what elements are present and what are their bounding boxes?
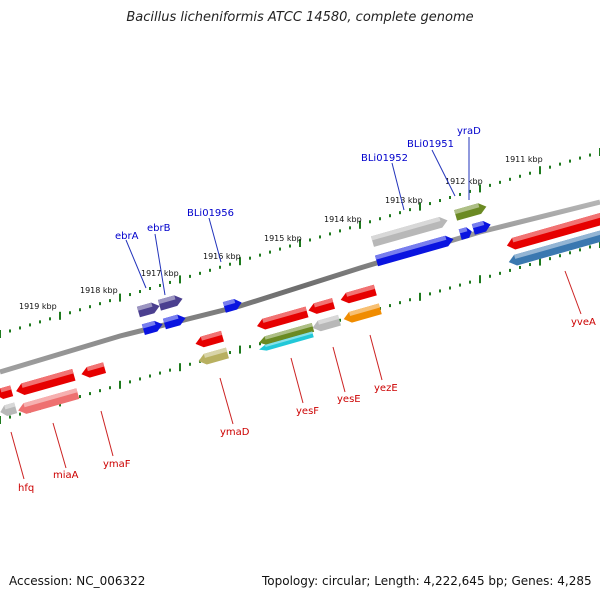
- gene-label-miaA: miaA: [53, 470, 79, 481]
- gene-label-BLi01952: BLi01952: [361, 153, 408, 164]
- gene-arrow-highlight: [375, 235, 447, 260]
- accession-text: Accession: NC_006322: [9, 574, 146, 588]
- gene-label-yveA: yveA: [571, 317, 596, 328]
- gene-arrow-highlight: [200, 330, 223, 341]
- map-title: Bacillus licheniformis ATCC 14580, compl…: [126, 10, 474, 25]
- upper-tick-rail: [0, 148, 600, 338]
- gene-arrow-highlight: [141, 320, 156, 329]
- lower-leader-lines: [10, 270, 582, 480]
- gene-yezE-red[interactable]: [339, 284, 377, 305]
- gene-arrow-highlight: [162, 314, 179, 323]
- gene-label-ebrB: ebrB: [147, 223, 171, 234]
- gene-label-ebrA: ebrA: [115, 231, 139, 242]
- lower-gene-labels: yveA yezE yesE yesF ymaD ymaF miaA hfq: [18, 317, 596, 494]
- gene-label-ymaF: ymaF: [103, 459, 131, 470]
- gene-yveA-red[interactable]: [505, 212, 600, 252]
- kbp-labels: 1911 kbp 1912 kbp 1913 kbp 1914 kbp 1915…: [19, 155, 543, 311]
- kbp-label: 1915 kbp: [264, 234, 302, 243]
- gene-label-ymaD: ymaD: [220, 427, 250, 438]
- gene-label-yraD: yraD: [457, 126, 481, 137]
- gene-hfq-red[interactable]: [0, 385, 14, 401]
- kbp-label: 1917 kbp: [141, 269, 179, 278]
- gene-arrow-highlight: [203, 347, 228, 358]
- gene-arrow-highlight: [348, 303, 380, 317]
- gene-arrow-highlight: [511, 212, 600, 243]
- gene-yraD[interactable]: [454, 201, 488, 221]
- gene-arrow-highlight: [136, 302, 153, 311]
- genome-summary-text: Topology: circular; Length: 4,222,645 bp…: [262, 574, 592, 588]
- kbp-label: 1916 kbp: [203, 252, 241, 261]
- gene-arrow-highlight: [345, 284, 375, 297]
- gene-arrow-highlight: [86, 362, 105, 372]
- gene-arrow-highlight: [370, 216, 441, 241]
- gene-arrow-highlight: [313, 298, 334, 308]
- gene-BLi01956[interactable]: [222, 297, 243, 313]
- gene-ymaF[interactable]: [80, 362, 107, 379]
- gene-BLi01951-a[interactable]: [458, 226, 474, 240]
- gene-arrow-highlight: [157, 295, 176, 305]
- gene-BLi01952-grey[interactable]: [370, 215, 449, 247]
- upper-gene-labels: yraD BLi01951 BLi01952 BLi01956 ebrB ebr…: [115, 126, 481, 242]
- gene-yesE-grey[interactable]: [311, 314, 341, 333]
- gene-label-yezE: yezE: [374, 383, 398, 394]
- gene-miaA-red[interactable]: [15, 369, 76, 397]
- kbp-label: 1918 kbp: [80, 286, 118, 295]
- gene-label-hfq: hfq: [18, 483, 34, 494]
- gene-features: [0, 201, 600, 418]
- gene-yesE-red[interactable]: [307, 298, 336, 316]
- kbp-label: 1913 kbp: [385, 196, 423, 205]
- gene-arrow-highlight: [471, 220, 485, 229]
- gene-miaA-pink[interactable]: [17, 388, 80, 415]
- gene-arrow-highlight: [454, 203, 480, 215]
- gene-ebrA[interactable]: [136, 301, 161, 318]
- gene-yesF-cyan[interactable]: [258, 331, 314, 352]
- gene-label-BLi01951: BLi01951: [407, 139, 454, 150]
- gene-arrow-highlight: [317, 314, 340, 325]
- kbp-label: 1911 kbp: [505, 155, 543, 164]
- gene-arrow-highlight: [264, 331, 313, 348]
- genome-backbone: [0, 199, 600, 375]
- gene-label-BLi01956: BLi01956: [187, 208, 234, 219]
- gene-ebrB-b[interactable]: [162, 313, 187, 330]
- gene-label-yesF: yesF: [296, 406, 319, 417]
- gene-arrow-highlight: [21, 369, 74, 388]
- gene-arrow-body[interactable]: [375, 234, 455, 267]
- gene-ymaD-khaki[interactable]: [197, 347, 229, 367]
- gene-yesF-olive[interactable]: [258, 323, 315, 347]
- gene-BLi01951-b[interactable]: [471, 219, 492, 235]
- gene-arrow-highlight: [222, 298, 236, 307]
- kbp-label: 1914 kbp: [324, 215, 362, 224]
- gene-arrow-highlight: [0, 385, 12, 393]
- gene-arrow-highlight: [458, 227, 468, 234]
- gene-ebrB[interactable]: [157, 293, 184, 311]
- gene-ymaD-red[interactable]: [194, 330, 224, 349]
- gene-BLi01952-blue[interactable]: [375, 234, 455, 267]
- gene-yesF-red[interactable]: [255, 306, 309, 332]
- gene-label-yesE: yesE: [337, 394, 361, 405]
- gene-arrow-highlight: [264, 323, 313, 340]
- gene-arrow-highlight: [262, 306, 307, 323]
- gene-arrow-highlight: [23, 388, 78, 408]
- gene-arrow-body[interactable]: [454, 201, 488, 221]
- gene-arrow-highlight: [4, 402, 16, 410]
- kbp-label: 1919 kbp: [19, 302, 57, 311]
- gene-arrow-highlight: [514, 230, 600, 259]
- gene-yezE-orange[interactable]: [342, 303, 382, 325]
- kbp-label: 1912 kbp: [445, 177, 483, 186]
- upper-leader-lines: [125, 137, 470, 296]
- gene-arrow-body[interactable]: [370, 215, 449, 247]
- gene-hfq-grey[interactable]: [0, 402, 18, 418]
- gene-ebrA-b[interactable]: [141, 319, 164, 336]
- gene-yveA-steel[interactable]: [507, 230, 600, 268]
